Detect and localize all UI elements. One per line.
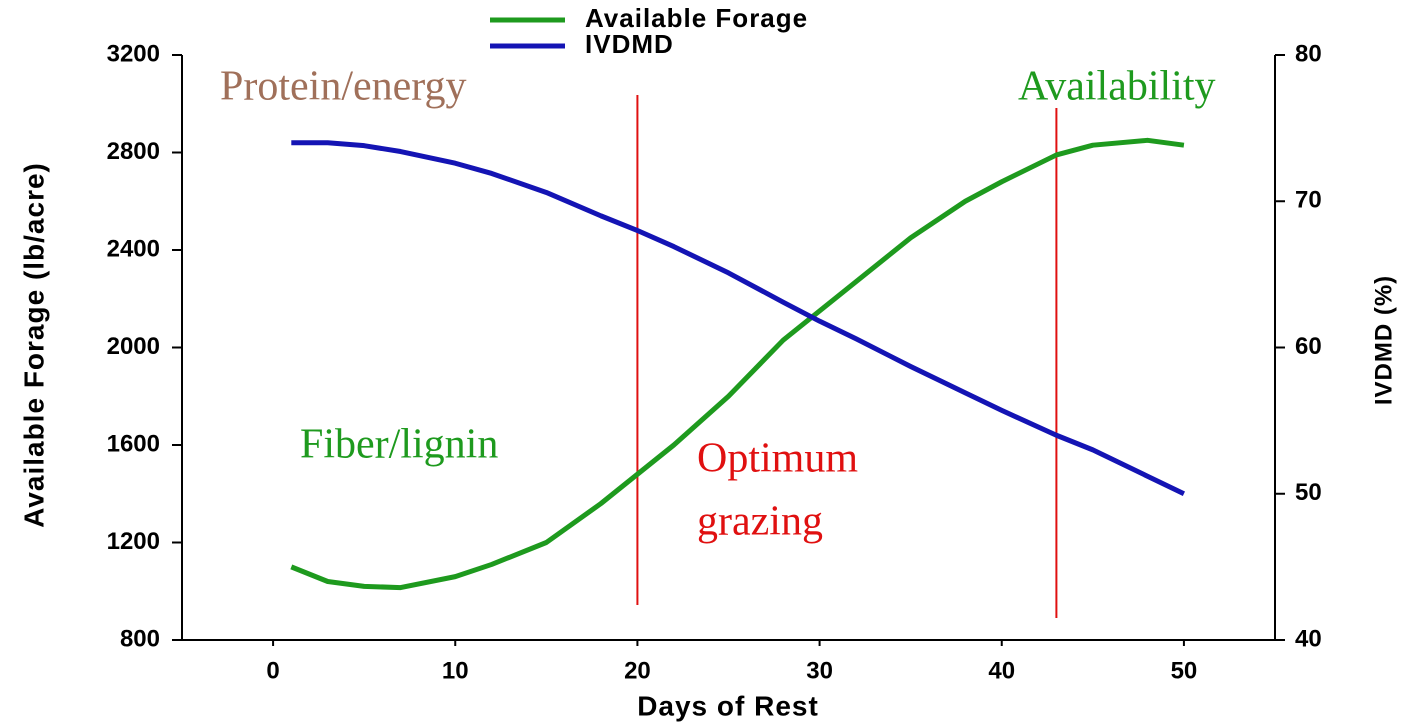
y2-tick-label: 70 (1295, 187, 1322, 214)
y-tick-label: 2400 (107, 235, 160, 262)
y2-tick-label: 60 (1295, 333, 1322, 360)
annotation: Fiber/lignin (300, 422, 498, 468)
annotation: Availability (1018, 64, 1216, 110)
y2-tick-label: 80 (1295, 40, 1322, 67)
series-line (291, 140, 1186, 497)
series-line (290, 137, 1185, 591)
x-tick-label: 10 (442, 657, 469, 684)
y-tick-label: 1600 (107, 430, 160, 457)
annotation: grazing (697, 499, 823, 545)
y-tick-label: 1200 (107, 528, 160, 555)
y-tick-label: 800 (120, 625, 160, 652)
y-tick-label: 3200 (107, 40, 160, 67)
y2-axis-label: IVDMD (%) (1370, 275, 1397, 405)
x-tick-label: 20 (624, 657, 651, 684)
annotation: Optimum (697, 436, 858, 482)
annotation: Protein/energy (220, 64, 467, 110)
x-axis-label: Days of Rest (637, 690, 819, 721)
x-tick-label: 0 (266, 657, 279, 684)
x-tick-label: 50 (1171, 657, 1198, 684)
x-tick-label: 30 (806, 657, 833, 684)
x-tick-label: 40 (988, 657, 1015, 684)
y-tick-label: 2000 (107, 333, 160, 360)
y2-tick-label: 40 (1295, 625, 1322, 652)
legend-label: IVDMD (585, 29, 674, 59)
y2-tick-label: 50 (1295, 479, 1322, 506)
legend-label: Available Forage (585, 3, 808, 33)
y-tick-label: 2800 (107, 138, 160, 165)
y-axis-label: Available Forage (lb/acre) (18, 162, 49, 528)
